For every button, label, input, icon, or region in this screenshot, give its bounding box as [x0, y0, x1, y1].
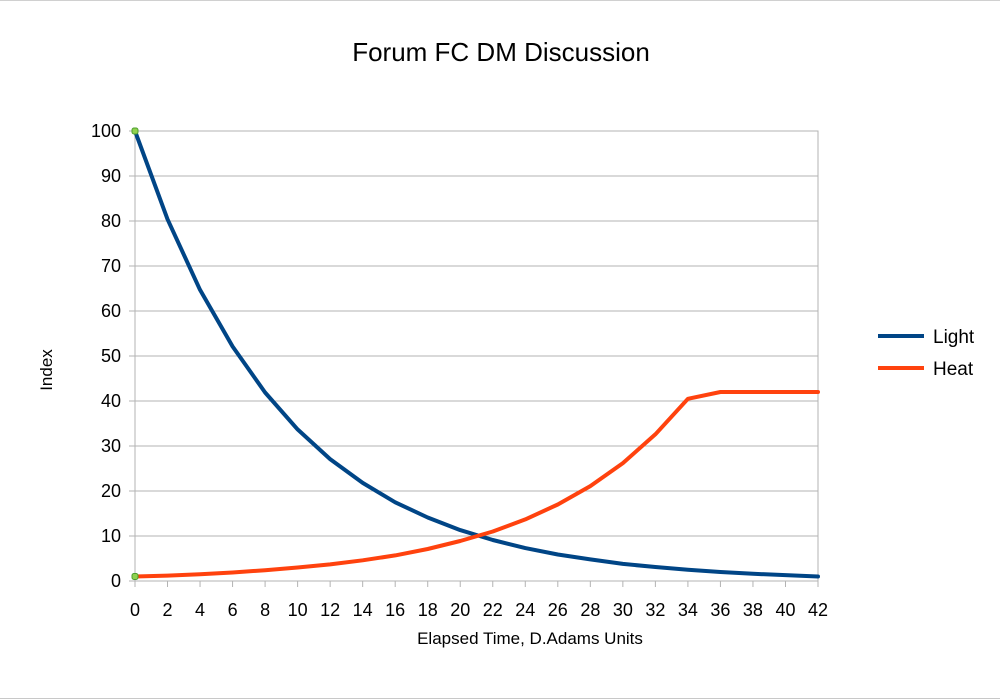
y-tick-label: 20 [101, 481, 121, 501]
x-tick-label: 42 [808, 600, 828, 620]
x-tick-label: 28 [580, 600, 600, 620]
x-tick-label: 6 [228, 600, 238, 620]
x-axis: 0 2 4 6 8 10 12 14 16 18 20 22 24 26 28 30 32 34 36 38 40 42 [130, 581, 828, 620]
x-tick-label: 38 [743, 600, 763, 620]
x-axis-label: Elapsed Time, D.Adams Units [417, 629, 643, 648]
y-tick-label: 0 [111, 571, 121, 591]
x-tick-label: 34 [678, 600, 698, 620]
y-tick-label: 30 [101, 436, 121, 456]
series-group [133, 129, 820, 579]
x-tick-label: 36 [710, 600, 730, 620]
x-tick-label: 22 [483, 600, 503, 620]
x-tick-label: 18 [418, 600, 438, 620]
y-tick-label: 40 [101, 391, 121, 411]
x-tick-label: 12 [320, 600, 340, 620]
x-tick-label: 30 [613, 600, 633, 620]
y-axis-label: Index [37, 349, 56, 391]
y-tick-label: 10 [101, 526, 121, 546]
x-tick-label: 14 [353, 600, 373, 620]
y-tick-label: 70 [101, 256, 121, 276]
grid-lines [135, 175, 818, 537]
y-tick-label: 90 [101, 166, 121, 186]
legend-label-light: Light [933, 327, 975, 348]
x-tick-label: 8 [260, 600, 270, 620]
x-tick-label: 4 [195, 600, 205, 620]
series-line-heat [133, 390, 820, 579]
x-tick-label: 0 [130, 600, 140, 620]
x-tick-label: 16 [385, 600, 405, 620]
selection-handle [131, 573, 139, 580]
marker-group [131, 127, 139, 580]
x-tick-label: 26 [548, 600, 568, 620]
x-tick-label: 20 [450, 600, 470, 620]
chart-title: Forum FC DM Discussion [352, 37, 650, 67]
x-tick-label: 24 [515, 600, 535, 620]
legend: Light Heat [878, 327, 975, 380]
x-tick-label: 10 [288, 600, 308, 620]
legend-label-heat: Heat [933, 359, 974, 380]
y-tick-label: 100 [91, 121, 121, 141]
x-tick-label: 2 [163, 600, 173, 620]
selection-handle [131, 127, 139, 135]
y-tick-label: 80 [101, 211, 121, 231]
x-tick-label: 32 [645, 600, 665, 620]
y-tick-label: 50 [101, 346, 121, 366]
series-line-light [133, 129, 820, 579]
y-axis: 0 10 20 30 40 50 60 70 80 90 100 [91, 121, 135, 591]
y-tick-label: 60 [101, 301, 121, 321]
x-tick-label: 40 [775, 600, 795, 620]
